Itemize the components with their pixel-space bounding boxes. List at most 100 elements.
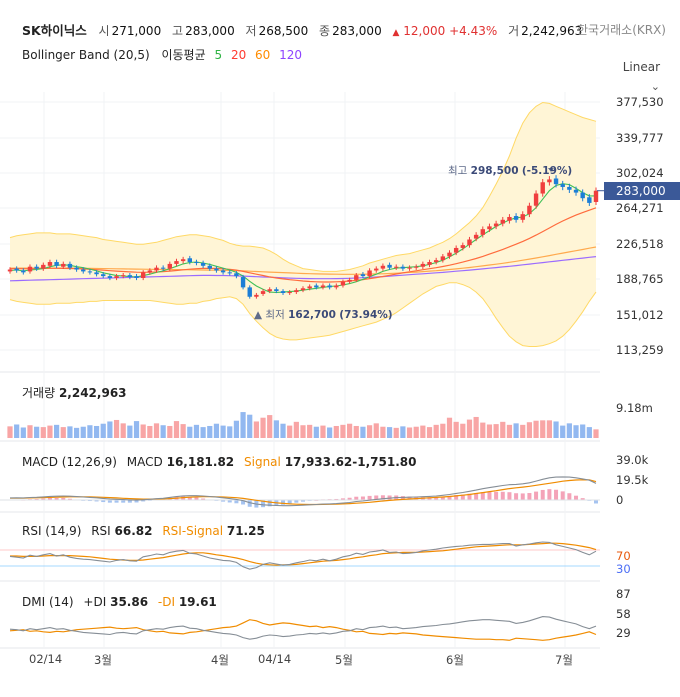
candle-body [427,262,432,265]
ohlc-summary: SK하이닉스 시 271,000 고 283,000 저 268,500 종 283,0… [22,20,589,39]
volume-bar [40,427,46,438]
volume-bar [446,417,453,438]
macd-value: 16,181.82 [166,455,235,469]
candle-body [274,289,279,292]
price-tick: 226,518 [616,237,664,251]
x-tick: 02/14 [29,652,63,666]
x-tick: 5월 [335,653,353,667]
candle-body [7,269,13,272]
volume-bar [180,424,186,438]
volume-bar [500,421,506,438]
candle-body [440,256,446,261]
macd-histogram-bar [427,497,432,500]
volume-tick: 9.18m [616,401,653,415]
mdi-label: -DI [157,595,175,609]
candle-body [360,274,366,277]
rsi-signal-line [10,542,597,566]
ma-20[interactable]: 20 [230,48,247,62]
price-tick: 377,530 [616,95,664,109]
scale-select[interactable]: Linear [622,60,660,74]
macd-histogram-bar [267,500,272,507]
macd-histogram-bar [107,500,112,503]
signal-label: Signal [244,455,281,469]
rsi-panel-label: RSI (14,9) RSI 66.82 RSI-Signal 71.25 [22,524,265,538]
x-tick: 04/14 [258,652,292,666]
volume-bar [80,426,86,438]
x-tick: 3월 [94,653,112,667]
macd-histogram-bar [181,496,186,500]
candle-body [453,247,459,253]
ma-120[interactable]: 120 [279,48,303,62]
candle-body [347,279,352,282]
volume-bar [347,423,353,438]
volume-bar [167,425,173,438]
candle-body [467,239,472,246]
x-tick: 7월 [555,653,573,667]
volume-bar [227,426,233,438]
volume-bar [173,421,180,438]
ma-5[interactable]: 5 [214,48,223,62]
ma-60[interactable]: 60 [255,48,271,62]
macd-histogram-bar [527,493,532,500]
candle-body [254,294,259,297]
volume-bar [160,425,166,438]
candle-body [553,178,559,185]
macd-histogram-bar [374,495,379,500]
candle-body [513,216,519,220]
candle-body [400,266,406,269]
macd-histogram-bar [567,493,572,500]
candle-body [140,272,146,278]
macd-histogram-bar [400,496,405,500]
volume-bar [87,425,93,438]
candle-body [374,268,379,271]
volume-bar [14,424,20,438]
volume-bar [220,425,226,438]
macd-histogram-bar [380,495,385,500]
volume-bar [247,414,253,438]
volume-bar [300,425,306,438]
candle-body [94,272,99,275]
volume-bar [73,427,80,438]
macd-histogram-bar [487,492,492,500]
volume-bar [120,423,126,438]
volume-bar [273,420,279,438]
volume-bar [54,424,60,438]
candle-body [121,275,126,277]
candle-body [533,193,539,206]
macd-title: MACD (12,26,9) [22,455,117,469]
volume-bar [47,425,53,438]
candle-body [314,285,319,288]
macd-histogram-bar [547,489,552,500]
dmi-plus-line [9,616,597,640]
price-tick: 113,259 [616,343,664,357]
ma-label[interactable]: 이동평균 [161,48,206,62]
volume-bar [386,427,393,438]
macd-tick: 0 [616,493,624,507]
x-tick: 4월 [211,653,229,667]
volume-bar [526,422,533,438]
bollinger-label[interactable]: Bollinger Band (20,5) [22,48,150,62]
macd-histogram-bar [447,495,452,500]
candle-body [380,265,386,269]
macd-histogram-bar [460,494,465,500]
macd-label: MACD [126,455,163,469]
macd-histogram-bar [301,500,305,502]
volume-bar [260,417,266,438]
volume-bar [513,423,519,438]
candle-body [61,263,66,267]
price-tick: 339,777 [616,131,664,145]
volume-bar [573,425,579,438]
volume-bar [540,420,546,438]
candle-body [260,291,266,294]
candle-body [340,281,346,286]
candle-body [67,263,73,268]
volume-bar [200,427,206,438]
ma20-line [10,207,597,283]
volume-bar [393,427,399,438]
change-percent: +4.43% [449,24,498,38]
chevron-down-icon[interactable]: ⌄ [650,80,660,93]
volume-bar [433,424,439,438]
candle-body [21,270,26,273]
volume-bar [107,421,113,438]
macd-histogram-bar [534,491,539,500]
